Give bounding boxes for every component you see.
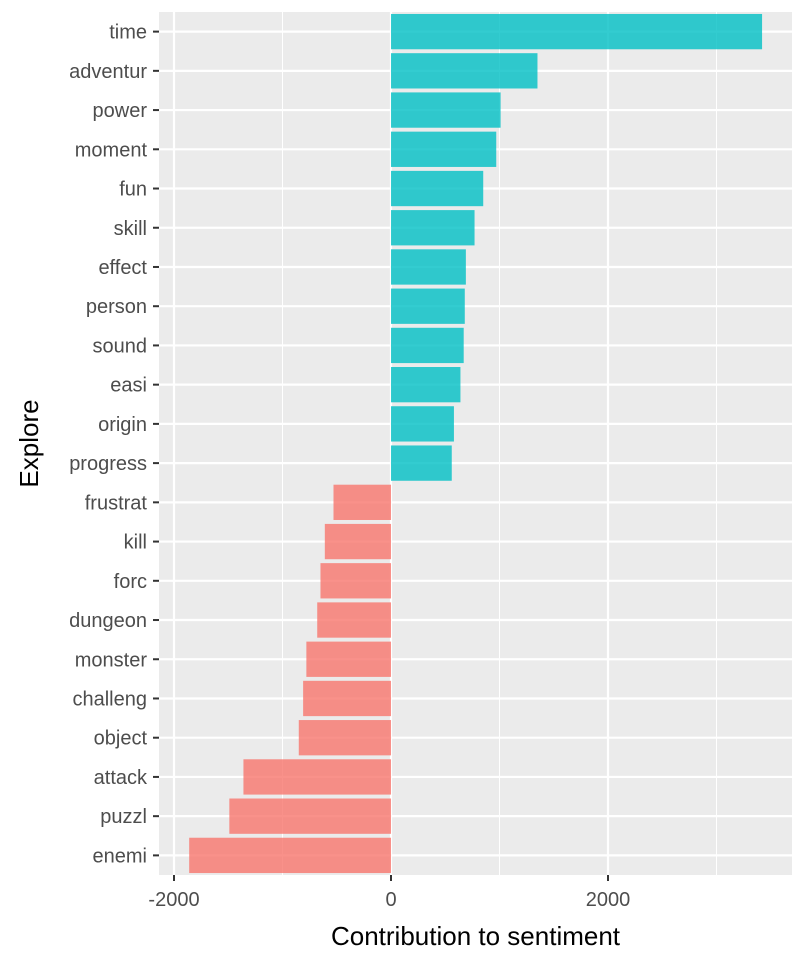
bar-origin [391,406,454,442]
y-tick-label: sound [93,335,148,357]
x-axis-title: Contribution to sentiment [331,921,621,951]
y-tick-label: attack [94,767,148,789]
bar-progress [391,445,452,481]
y-tick-label: puzzl [100,806,147,828]
y-tick-label: forc [114,571,147,593]
x-axis: -2000 0 2000 [148,875,630,911]
bars [189,13,763,874]
y-tick-label: progress [69,453,147,475]
x-tick-label: 2000 [586,889,631,911]
bar-monster [306,641,391,677]
bar-puzzl [229,798,391,834]
y-tick-label: adventur [69,61,147,83]
bar-power [391,92,501,128]
y-axis: time adventur power moment fun skill effect per… [69,22,159,867]
y-tick-label: easi [110,375,147,397]
bar-attack [243,759,391,795]
bar-easi [391,367,461,403]
y-tick-label: origin [98,414,147,436]
y-tick-label: skill [114,218,147,240]
x-tick-label: 0 [385,889,396,911]
bar-dungeon [317,602,391,638]
bar-forc [320,563,391,599]
bar-person [391,288,465,324]
y-axis-title: Explore [14,399,44,487]
grid-minor [282,12,717,875]
y-tick-label: moment [75,139,148,161]
bar-time [391,13,763,50]
y-tick-label: effect [98,257,147,279]
bar-adventur [391,53,538,89]
y-tick-label: object [94,728,148,750]
bar-enemi [189,837,391,874]
bar-fun [391,170,484,207]
bar-sound [391,327,464,364]
y-tick-label: enemi [93,845,147,867]
y-tick-label: person [86,296,147,318]
y-tick-label: challeng [72,688,147,710]
bar-kill [324,523,391,560]
y-tick-label: time [109,22,147,44]
y-tick-label: frustrat [85,492,148,514]
bar-frustrat [333,484,391,520]
y-tick-label: fun [119,179,147,201]
y-tick-label: power [93,100,148,122]
bar-skill [391,210,475,246]
y-tick-label: kill [124,532,147,554]
x-tick-label: -2000 [148,889,199,911]
bar-challeng [303,680,391,717]
bar-effect [391,249,466,285]
bar-moment [391,131,497,167]
y-tick-label: monster [75,649,148,671]
bar-object [298,720,391,756]
y-tick-label: dungeon [69,610,147,632]
